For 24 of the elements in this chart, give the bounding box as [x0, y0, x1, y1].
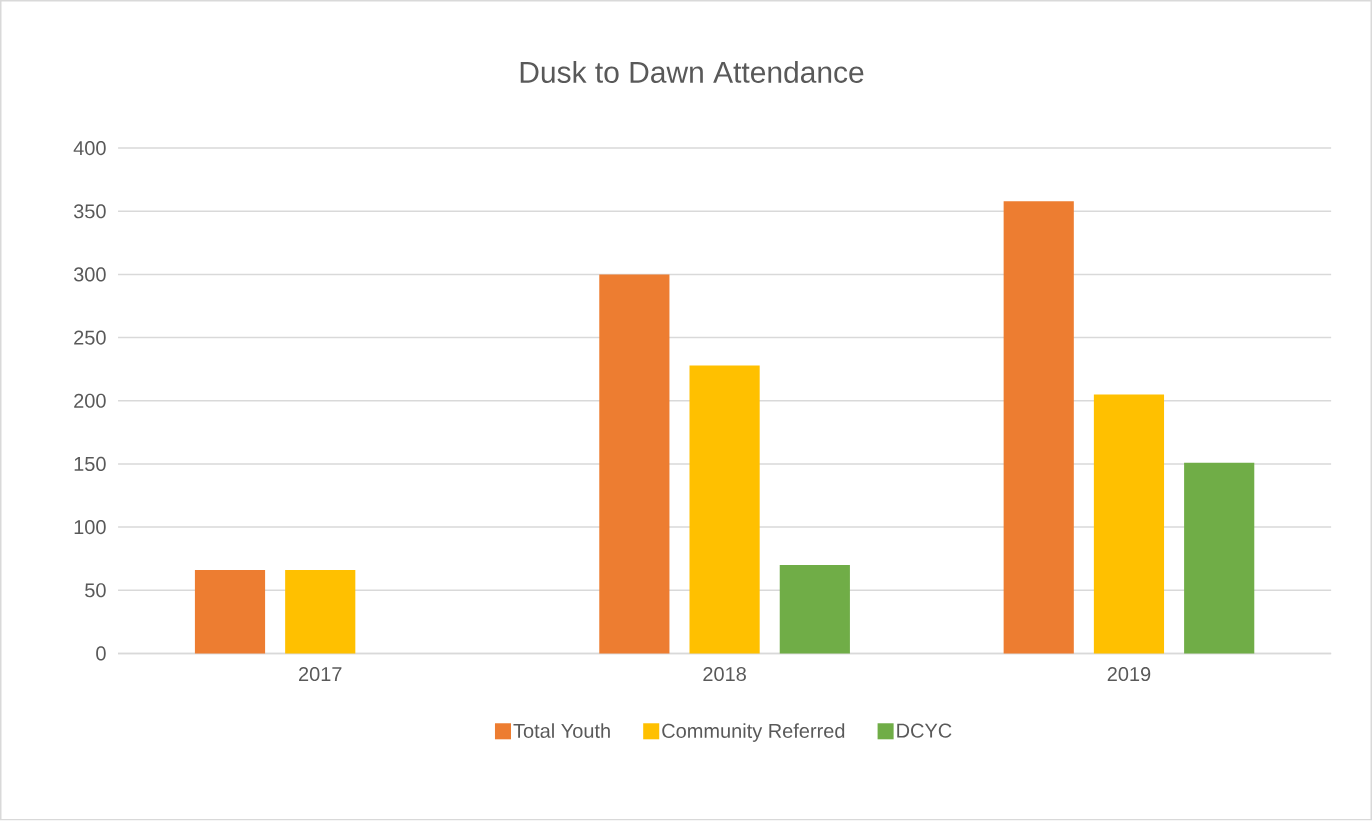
bar [194, 570, 266, 654]
bar [1184, 462, 1255, 654]
bar [285, 570, 356, 654]
x-tick-label: 2019 [1107, 667, 1151, 682]
y-tick-label: 0 [96, 646, 106, 661]
x-tick-label: 2018 [703, 667, 746, 682]
bar [779, 565, 850, 654]
y-tick-label: 400 [73, 141, 106, 156]
bar [599, 274, 670, 654]
x-tick-label: 2017 [299, 667, 342, 682]
y-tick-label: 50 [85, 583, 106, 598]
y-tick-label: 350 [73, 204, 106, 219]
y-tick-label: 250 [74, 330, 106, 345]
chart-title: Dusk to Dawn Attendance [520, 61, 864, 84]
bar [689, 365, 760, 654]
y-tick-label: 300 [73, 267, 106, 282]
bar [1093, 394, 1165, 654]
y-tick-label: 150 [74, 457, 106, 472]
legend-label: Community Referred [662, 723, 845, 743]
bar [1003, 201, 1074, 654]
y-tick-label: 100 [74, 520, 106, 535]
legend-label: Total Youth [513, 723, 610, 739]
legend-label: DCYC [897, 723, 952, 738]
y-tick-label: 200 [74, 393, 106, 409]
